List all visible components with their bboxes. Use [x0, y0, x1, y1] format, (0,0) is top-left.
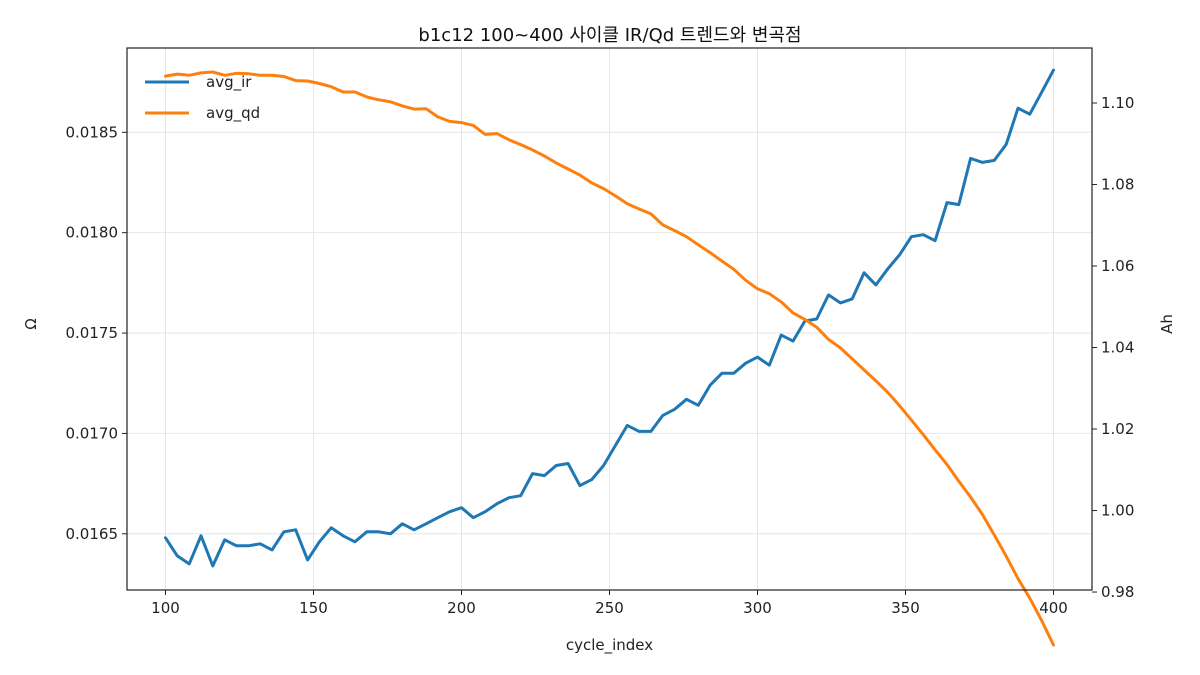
x-tick-label: 150: [299, 599, 328, 617]
y-axis-left-label: Ω: [22, 318, 40, 329]
y-right-tick-label: 1.00: [1101, 502, 1134, 520]
y-left-tick-label: 0.0180: [66, 224, 119, 242]
y-right-tick-label: 1.04: [1101, 339, 1134, 357]
x-axis-label: cycle_index: [566, 636, 653, 655]
x-tick-label: 200: [447, 599, 476, 617]
y-right-tick-label: 0.98: [1101, 583, 1134, 601]
y-axis-right-label: Ah: [1158, 314, 1176, 334]
y-right-tick-label: 1.10: [1101, 94, 1134, 112]
chart-title: b1c12 100~400 사이클 IR/Qd 트렌드와 변곡점: [418, 25, 801, 46]
legend: avg_ir avg_qd: [145, 73, 260, 123]
legend-label-avg-qd: avg_qd: [206, 104, 260, 123]
x-tick-label: 100: [151, 599, 180, 617]
y-left-tick-label: 0.0175: [66, 324, 119, 342]
series-layer: [164, 68, 1055, 647]
y-right-tick-label: 1.08: [1101, 176, 1134, 194]
y-left-tick-label: 0.0170: [66, 424, 119, 442]
y-left-tick-label: 0.0185: [66, 123, 119, 141]
x-tick-label: 400: [1039, 599, 1068, 617]
ticks: 100 150 200 250 300 350 400 0.0165 0.0170 0.0175 0…: [66, 94, 1135, 617]
x-tick-label: 250: [595, 599, 624, 617]
series-line-avg-qd: [164, 70, 1055, 647]
x-tick-label: 350: [891, 599, 920, 617]
y-right-tick-label: 1.06: [1101, 257, 1134, 275]
y-left-tick-label: 0.0165: [66, 525, 119, 543]
y-right-tick-label: 1.02: [1101, 420, 1134, 438]
series-line-avg-ir: [164, 68, 1055, 568]
legend-label-avg-ir: avg_ir: [206, 73, 252, 92]
x-tick-label: 300: [743, 599, 772, 617]
grid: [127, 48, 1092, 590]
